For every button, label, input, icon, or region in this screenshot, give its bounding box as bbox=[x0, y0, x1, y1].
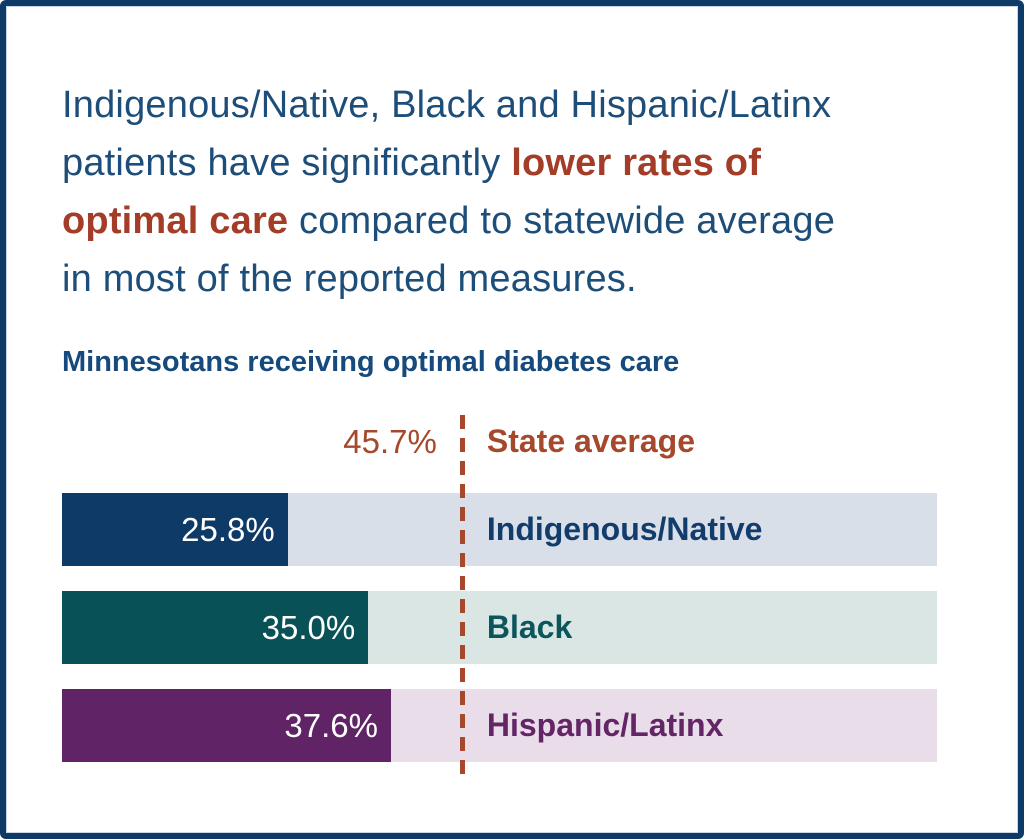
headline-line-2: patients have significantly lower rates … bbox=[62, 134, 962, 192]
bar-value-label: 35.0% bbox=[261, 608, 356, 646]
bar-indigenous-native: 25.8% bbox=[62, 493, 288, 566]
headline-line-1: Indigenous/Native, Black and Hispanic/La… bbox=[62, 76, 962, 134]
headline: Indigenous/Native, Black and Hispanic/La… bbox=[62, 76, 962, 308]
headline-emphasis-text: lower rates of bbox=[511, 142, 762, 184]
headline-text: compared to statewide average bbox=[288, 200, 836, 242]
chart-title: Minnesotans receiving optimal diabetes c… bbox=[62, 346, 680, 378]
state-average-dashed-line bbox=[459, 415, 465, 782]
category-label-indigenous-native: Indigenous/Native bbox=[486, 511, 763, 547]
bar-hispanic-latinx: 37.6% bbox=[62, 689, 391, 762]
bar-chart: 45.7% State average 25.8% Indigenous/Nat… bbox=[62, 413, 937, 782]
state-average-label: State average bbox=[486, 423, 695, 459]
bar-row-black: 35.0% Black bbox=[62, 591, 937, 664]
headline-emphasis-text: optimal care bbox=[62, 200, 289, 242]
bar-value-label: 25.8% bbox=[181, 510, 275, 548]
headline-text: Indigenous/Native, Black and Hispanic/La… bbox=[62, 84, 832, 126]
category-label-hispanic-latinx: Hispanic/Latinx bbox=[486, 707, 724, 743]
bar-value-label: 37.6% bbox=[284, 706, 378, 744]
headline-text: patients have significantly bbox=[62, 142, 512, 184]
headline-line-4: in most of the reported measures. bbox=[62, 250, 962, 308]
category-label-black: Black bbox=[486, 609, 573, 645]
state-average-row: 45.7% State average bbox=[62, 413, 937, 470]
headline-line-3: optimal care compared to statewide avera… bbox=[62, 192, 962, 250]
bar-row-hispanic-latinx: 37.6% Hispanic/Latinx bbox=[62, 689, 937, 762]
bar-row-indigenous-native: 25.8% Indigenous/Native bbox=[62, 493, 937, 566]
headline-text: in most of the reported measures. bbox=[62, 258, 637, 300]
bar-black: 35.0% bbox=[62, 591, 369, 664]
card-content: Indigenous/Native, Black and Hispanic/La… bbox=[6, 6, 1018, 782]
state-average-value: 45.7% bbox=[343, 423, 437, 460]
